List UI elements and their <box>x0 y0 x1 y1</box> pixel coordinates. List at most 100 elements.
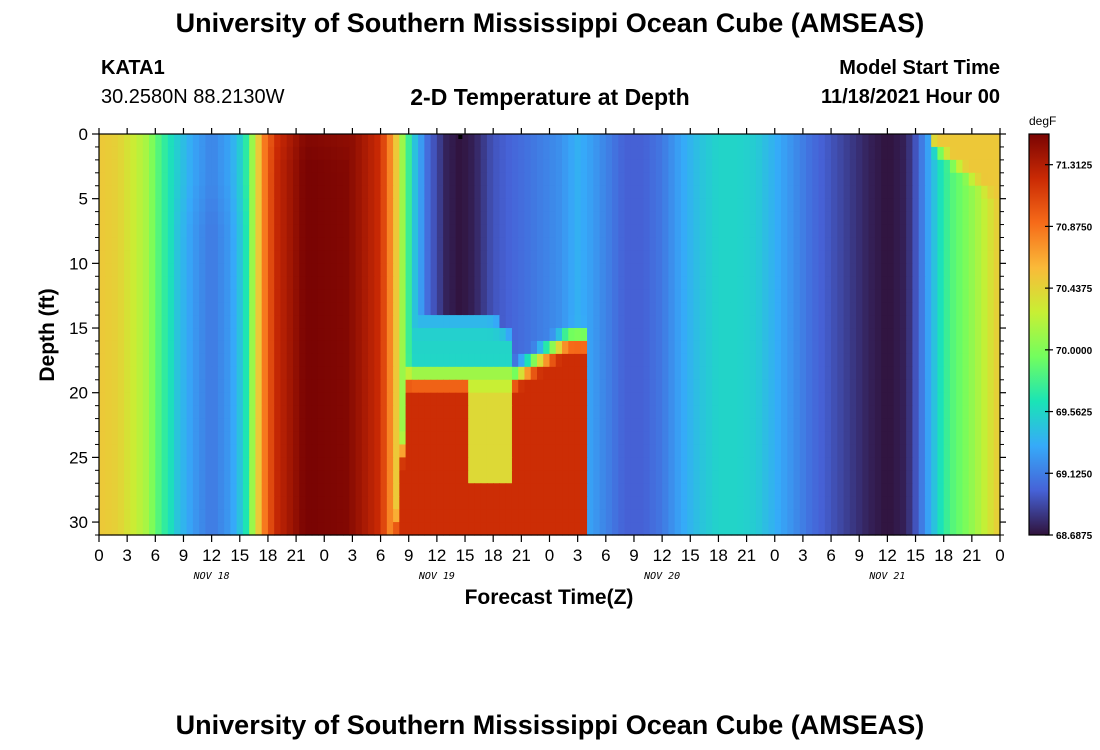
heatmap-cell <box>205 250 213 264</box>
heatmap-cell <box>881 198 888 213</box>
heatmap-cell <box>737 392 745 407</box>
heatmap-cell <box>749 198 757 213</box>
heatmap-cell <box>368 457 375 471</box>
heatmap-cell <box>843 392 851 407</box>
heatmap-cell <box>411 431 419 446</box>
heatmap-cell <box>99 211 106 226</box>
heatmap-cell <box>280 392 288 407</box>
heatmap-cell <box>443 315 450 329</box>
heatmap-cell <box>124 457 131 471</box>
heatmap-cell <box>292 159 300 174</box>
heatmap-cell <box>436 522 444 536</box>
heatmap-cell <box>186 470 194 484</box>
heatmap-cell <box>737 457 745 471</box>
heatmap-cell <box>192 418 200 433</box>
heatmap-cell <box>399 340 407 355</box>
heatmap-cell <box>899 159 907 174</box>
heatmap-cell <box>812 496 820 510</box>
heatmap-cell <box>393 250 400 264</box>
heatmap-cell <box>762 366 770 381</box>
heatmap-cell <box>912 470 920 484</box>
heatmap-cell <box>361 302 369 316</box>
heatmap-cell <box>449 418 457 433</box>
heatmap-cell <box>668 224 676 239</box>
heatmap-cell <box>899 392 907 407</box>
heatmap-cell <box>874 418 882 433</box>
heatmap-cell <box>630 172 638 187</box>
heatmap-cell <box>849 134 857 148</box>
heatmap-cell <box>605 172 613 187</box>
heatmap-cell <box>981 392 989 407</box>
heatmap-cell <box>555 302 563 316</box>
heatmap-cell <box>924 276 932 290</box>
heatmap-cell <box>330 470 338 484</box>
heatmap-cell <box>368 379 375 394</box>
heatmap-cell <box>956 405 964 420</box>
heatmap-cell <box>186 315 194 329</box>
heatmap-cell <box>349 134 357 148</box>
heatmap-cell <box>174 328 181 342</box>
heatmap-cell <box>949 509 957 523</box>
heatmap-cell <box>430 159 438 174</box>
heatmap-cell <box>436 496 444 510</box>
heatmap-cell <box>937 289 945 303</box>
heatmap-cell <box>981 444 989 458</box>
heatmap-cell <box>99 340 106 355</box>
heatmap-cell <box>474 211 482 226</box>
heatmap-cell <box>799 522 807 536</box>
heatmap-cell <box>555 211 563 226</box>
heatmap-cell <box>793 496 801 510</box>
heatmap-cell <box>236 431 244 446</box>
heatmap-cell <box>336 522 344 536</box>
heatmap-cell <box>899 237 907 252</box>
heatmap-cell <box>831 496 838 510</box>
heatmap-cell <box>956 263 964 277</box>
heatmap-cell <box>211 522 219 536</box>
heatmap-cell <box>161 328 169 342</box>
heatmap-cell <box>155 431 163 446</box>
heatmap-cell <box>956 302 964 316</box>
heatmap-cell <box>149 211 156 226</box>
heatmap-cell <box>249 211 257 226</box>
heatmap-cell <box>593 250 601 264</box>
heatmap-cell <box>568 522 576 536</box>
heatmap-cell <box>405 289 413 303</box>
heatmap-cell <box>518 522 526 536</box>
heatmap-cell <box>324 353 332 368</box>
heatmap-cell <box>843 172 851 187</box>
heatmap-cell <box>781 522 788 536</box>
heatmap-cell <box>274 172 282 187</box>
heatmap-cell <box>311 431 319 446</box>
heatmap-cell <box>242 522 250 536</box>
heatmap-cell <box>368 159 375 174</box>
heatmap-cell <box>274 366 282 381</box>
heatmap-cell <box>862 444 870 458</box>
heatmap-cell <box>349 328 357 342</box>
heatmap-cell <box>493 340 501 355</box>
heatmap-cell <box>180 431 188 446</box>
heatmap-cell <box>962 276 970 290</box>
heatmap-cell <box>662 276 669 290</box>
heatmap-cell <box>205 211 213 226</box>
heatmap-cell <box>755 328 763 342</box>
heatmap-cell <box>211 276 219 290</box>
heatmap-cell <box>993 418 1001 433</box>
heatmap-cell <box>299 457 307 471</box>
heatmap-cell <box>299 470 307 484</box>
heatmap-cell <box>336 159 344 174</box>
heatmap-cell <box>874 302 882 316</box>
heatmap-cell <box>142 224 150 239</box>
heatmap-cell <box>480 431 488 446</box>
heatmap-cell <box>912 379 920 394</box>
heatmap-cell <box>324 289 332 303</box>
heatmap-cell <box>343 405 350 420</box>
heatmap-cell <box>893 340 901 355</box>
heatmap-cell <box>962 146 970 161</box>
heatmap-cell <box>242 392 250 407</box>
heatmap-cell <box>449 496 457 510</box>
heatmap-cell <box>568 289 576 303</box>
heatmap-cell <box>962 250 970 264</box>
heatmap-cell <box>574 509 582 523</box>
heatmap-cell <box>668 211 676 226</box>
heatmap-cell <box>386 431 394 446</box>
